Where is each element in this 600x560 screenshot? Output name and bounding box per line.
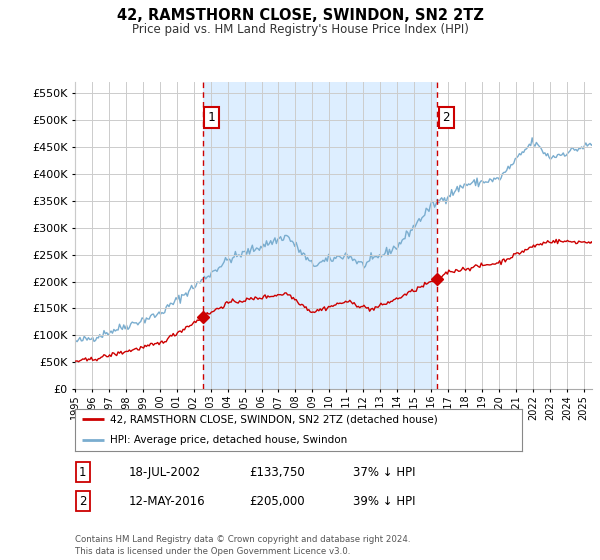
Text: Price paid vs. HM Land Registry's House Price Index (HPI): Price paid vs. HM Land Registry's House … — [131, 22, 469, 36]
Text: 1: 1 — [208, 111, 215, 124]
Text: HPI: Average price, detached house, Swindon: HPI: Average price, detached house, Swin… — [110, 435, 347, 445]
Text: 2: 2 — [442, 111, 450, 124]
Text: 1: 1 — [79, 465, 86, 479]
Text: 37% ↓ HPI: 37% ↓ HPI — [353, 465, 415, 479]
Text: 18-JUL-2002: 18-JUL-2002 — [129, 465, 201, 479]
Text: 12-MAY-2016: 12-MAY-2016 — [129, 494, 206, 508]
Text: £205,000: £205,000 — [249, 494, 305, 508]
Text: 42, RAMSTHORN CLOSE, SWINDON, SN2 2TZ: 42, RAMSTHORN CLOSE, SWINDON, SN2 2TZ — [116, 8, 484, 23]
Bar — [203, 82, 437, 389]
Text: £133,750: £133,750 — [249, 465, 305, 479]
Text: 42, RAMSTHORN CLOSE, SWINDON, SN2 2TZ (detached house): 42, RAMSTHORN CLOSE, SWINDON, SN2 2TZ (d… — [110, 414, 437, 424]
Text: 2: 2 — [79, 494, 86, 508]
Text: Contains HM Land Registry data © Crown copyright and database right 2024.
This d: Contains HM Land Registry data © Crown c… — [75, 535, 410, 556]
Text: 39% ↓ HPI: 39% ↓ HPI — [353, 494, 415, 508]
